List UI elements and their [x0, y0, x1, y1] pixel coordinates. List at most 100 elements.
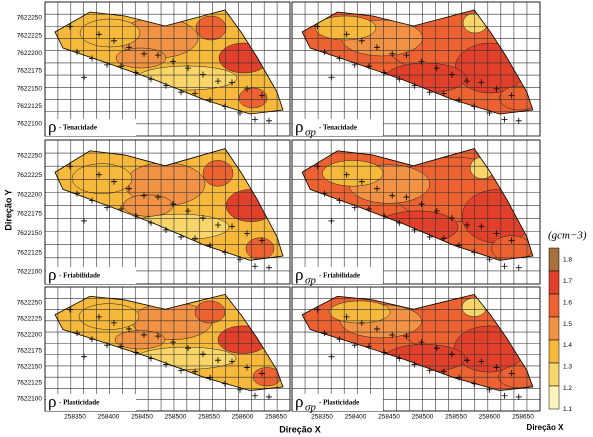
- sample-point: [192, 368, 198, 375]
- sample-point: [207, 242, 213, 249]
- contour-fill: [55, 294, 283, 391]
- panel-symbol: ρ: [48, 265, 56, 284]
- sample-point: [178, 89, 184, 96]
- label-bg: [293, 119, 383, 136]
- y-tick-label: 7622150: [17, 230, 43, 237]
- sample-point: [141, 50, 147, 57]
- sample-point: [81, 217, 87, 224]
- sample-point: [96, 171, 102, 178]
- panel-symbol: ρ: [295, 117, 303, 136]
- sample-point: [328, 217, 335, 224]
- sample-point: [403, 333, 410, 340]
- sample-point: [104, 61, 110, 68]
- y-tick-label: 7622250: [17, 15, 43, 22]
- sample-point: [126, 325, 132, 332]
- sample-point: [321, 330, 328, 337]
- sample-point: [118, 205, 124, 212]
- sample-point: [486, 256, 493, 263]
- sample-point: [515, 117, 522, 124]
- contour-zone: [194, 300, 226, 324]
- sample-point: [493, 364, 500, 371]
- sample-point: [478, 79, 485, 86]
- sample-point: [96, 31, 102, 38]
- sample-point: [237, 386, 243, 393]
- map-panel: ρ- Plasticidade: [44, 286, 291, 412]
- sample-point: [74, 48, 80, 55]
- sample-point: [389, 192, 396, 199]
- sample-point: [118, 63, 124, 70]
- panel-subscript: σp: [305, 275, 316, 287]
- panel-label: - Tenacidade: [319, 124, 357, 132]
- y-tick-label: 7622225: [17, 32, 43, 39]
- sample-point: [411, 361, 418, 368]
- sample-point: [96, 313, 102, 320]
- sample-point: [89, 55, 95, 62]
- sample-point: [471, 249, 478, 256]
- sample-point: [478, 223, 485, 230]
- legend-label: 1.1: [563, 406, 572, 413]
- sample-point: [170, 201, 176, 208]
- x-axis-label: Direção X: [279, 424, 321, 434]
- panel-frame: [291, 1, 541, 137]
- sample-point: [456, 374, 463, 381]
- sample-point: [471, 380, 478, 387]
- label-bg: [46, 394, 136, 411]
- sample-point: [381, 212, 388, 219]
- panel-symbol: ρ: [48, 392, 56, 411]
- y-tick-label: 7622225: [17, 316, 43, 323]
- y-tick-label: 7622250: [17, 300, 43, 307]
- sample-point: [433, 345, 440, 352]
- sample-point: [207, 97, 213, 103]
- sample-point: [111, 178, 117, 185]
- sample-point: [358, 178, 365, 185]
- sample-point: [418, 58, 425, 65]
- sample-point: [486, 110, 493, 116]
- sample-point: [266, 264, 272, 271]
- legend-swatch: [548, 270, 560, 295]
- sample-point: [222, 380, 228, 387]
- y-tick-label: 7622125: [17, 249, 43, 256]
- map-panel: ρ- Friabilidade: [44, 139, 291, 285]
- sample-point: [192, 90, 198, 97]
- sample-point: [396, 76, 403, 83]
- sample-point: [403, 194, 410, 201]
- sample-point: [351, 61, 358, 68]
- sample-point: [104, 342, 110, 349]
- sample-point: [374, 185, 381, 192]
- sample-point: [67, 306, 73, 313]
- sample-point: [215, 78, 221, 85]
- sample-point: [365, 63, 372, 70]
- sample-point: [185, 345, 191, 352]
- sample-point: [508, 92, 515, 99]
- contour-fill: [55, 10, 283, 114]
- sample-point: [163, 226, 169, 233]
- sample-point: [74, 330, 80, 337]
- sample-point: [336, 55, 343, 62]
- sample-point: [178, 233, 184, 240]
- study-area-outline: [54, 148, 284, 261]
- sample-point: [464, 357, 471, 364]
- sample-point: [328, 353, 335, 360]
- x-tick-label: 258500: [412, 414, 434, 421]
- sample-point: [222, 249, 228, 256]
- study-area-outline: [301, 293, 534, 392]
- y-tick-label: 7622125: [17, 380, 43, 387]
- legend-swatch: [548, 385, 560, 410]
- sample-point: [200, 71, 206, 78]
- sample-point: [244, 85, 250, 92]
- sample-point: [148, 355, 154, 362]
- y-tick-label: 7622100: [17, 269, 43, 276]
- contour-zone: [245, 237, 275, 260]
- contour-zone: [499, 85, 533, 111]
- sample-point: [440, 368, 447, 375]
- sample-point: [104, 204, 110, 211]
- sample-point: [486, 386, 493, 393]
- sample-point: [141, 331, 147, 338]
- y-tick-label: 7622175: [17, 68, 43, 75]
- sample-point: [111, 37, 117, 44]
- legend-label: 1.8: [563, 257, 572, 264]
- sample-point: [244, 364, 250, 371]
- sample-point: [215, 357, 221, 364]
- sample-point: [501, 116, 508, 123]
- legend-swatch: [548, 293, 560, 318]
